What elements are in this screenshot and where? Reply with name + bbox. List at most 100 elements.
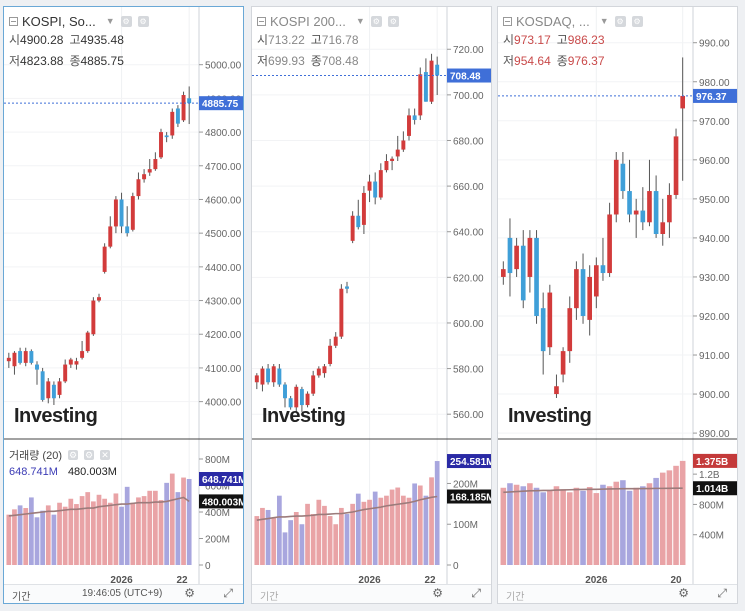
menu-icon[interactable] <box>503 16 512 26</box>
volume-ma-line <box>503 487 683 494</box>
last-price-label: 976.37 <box>696 92 727 103</box>
menu-icon[interactable] <box>257 16 266 26</box>
menu-icon[interactable] <box>9 16 18 26</box>
candle-body <box>23 351 28 363</box>
volume-bar <box>417 485 423 565</box>
gear-icon[interactable]: ⚙ <box>184 586 195 600</box>
candle-body <box>181 95 186 121</box>
gear-icon[interactable]: ⚙ <box>678 586 689 600</box>
volume-bar <box>527 483 533 565</box>
volume-tag <box>447 454 491 469</box>
volume-bar <box>400 495 406 565</box>
gear-icon[interactable]: ⚙ <box>83 450 94 460</box>
volume-bar <box>130 502 136 565</box>
candle-body <box>12 352 17 367</box>
symbol-title[interactable]: KOSPI, So... <box>22 13 96 29</box>
chart-header: KOSPI, So... ▼ ⚙ ⚙ 시4900.28 고4935.48 저4823… <box>9 12 189 72</box>
expand-icon[interactable]: ⤢ <box>223 586 233 600</box>
candle-body <box>108 226 113 247</box>
settings-icon[interactable]: ⚙ <box>67 450 78 460</box>
volume-bar <box>260 507 265 565</box>
expand-icon[interactable]: ⤢ <box>717 586 727 600</box>
gear-icon[interactable]: ⚙ <box>631 15 643 27</box>
volume-bar <box>633 487 639 565</box>
chart-panel-kosdaq[interactable]: 890.00 900.00 910.00 920.00 930.00 940.00 950.… <box>497 6 738 604</box>
candle-body <box>322 366 327 374</box>
candle-body <box>507 237 513 274</box>
chevron-down-icon[interactable]: ▼ <box>599 16 609 26</box>
volume-bar <box>265 509 271 565</box>
candle-body <box>350 215 355 241</box>
candle-body <box>299 389 304 406</box>
volume-bar <box>520 486 527 565</box>
candle-body <box>311 375 316 394</box>
candle-body <box>367 181 372 191</box>
gear-icon[interactable]: ⚙ <box>432 586 443 600</box>
settings-icon[interactable]: ⚙ <box>370 15 382 27</box>
volume-label[interactable]: 거래량 (20) <box>9 450 62 462</box>
candle-body <box>46 381 51 399</box>
y-tick-label: 900.00 <box>699 390 730 401</box>
y-tick-label: 960.00 <box>699 156 730 167</box>
period-button[interactable]: 기간 <box>12 592 31 603</box>
expand-icon[interactable]: ⤢ <box>471 586 481 600</box>
candle-body <box>560 351 566 375</box>
candle-body <box>85 332 90 352</box>
y-tick-label: 4600.00 <box>205 195 242 206</box>
high-label: 고 <box>556 33 568 47</box>
high-value: 4935.48 <box>80 33 124 47</box>
volume-bar <box>412 483 418 565</box>
settings-icon[interactable]: ⚙ <box>614 15 626 27</box>
candle-body <box>142 174 147 180</box>
volume-tag <box>199 472 243 487</box>
candle-body <box>339 288 344 337</box>
open-label: 시 <box>9 33 21 47</box>
investing-logo: Investing <box>262 405 346 427</box>
symbol-title[interactable]: KOSPI 200... <box>270 13 346 29</box>
open-label: 시 <box>503 33 515 47</box>
open-value: 713.22 <box>268 33 305 47</box>
chart-header: KOSPI 200... ▼ ⚙ ⚙ 시713.22 고716.78 저699.93… <box>257 12 437 72</box>
volume-bar <box>169 473 175 565</box>
period-button[interactable]: 기간 <box>260 592 279 603</box>
candle-body <box>175 108 180 124</box>
x-tick-label: 22 <box>424 575 436 586</box>
chevron-down-icon[interactable]: ▼ <box>105 16 115 26</box>
chart-canvas[interactable]: 890.00 900.00 910.00 920.00 930.00 940.00 950.… <box>498 7 738 604</box>
volume-legend: 거래량 (20) ⚙ ⚙ ✕ 648.741M 480.003M <box>9 448 189 478</box>
y-tick-label: 4800.00 <box>205 128 242 139</box>
low-label: 저 <box>503 54 515 68</box>
volume-bar <box>152 490 158 565</box>
chart-panel-kospi200[interactable]: 560.00 580.00 600.00 620.00 640.00 660.00 680.… <box>251 6 492 604</box>
settings-icon[interactable]: ⚙ <box>120 15 132 27</box>
x-tick-label: 20 <box>670 575 682 586</box>
chevron-down-icon[interactable]: ▼ <box>355 16 365 26</box>
volume-bar <box>533 487 540 565</box>
candle-body <box>680 95 686 109</box>
candle-body <box>361 192 366 225</box>
close-icon[interactable]: ✕ <box>99 450 110 460</box>
y-tick-label: 940.00 <box>699 234 730 245</box>
candle-body <box>567 308 573 352</box>
candle-body <box>254 375 259 383</box>
high-label: 고 <box>69 33 81 47</box>
candle-body <box>113 199 118 227</box>
volume-bar <box>613 481 620 565</box>
candle-body <box>316 368 321 376</box>
symbol-title[interactable]: KOSDAQ, ... <box>516 13 590 29</box>
y-tick-label: 720.00 <box>453 45 484 56</box>
candle-body <box>587 276 593 320</box>
volume-bar <box>79 496 85 565</box>
chart-panel-kospi[interactable]: 4000.00 4100.00 4200.00 4300.00 4400.00 4500.… <box>3 6 244 604</box>
volume-bar <box>45 505 51 565</box>
gear-icon[interactable]: ⚙ <box>137 15 149 27</box>
last-price-label: 708.48 <box>450 72 481 83</box>
volume-bar <box>679 460 686 565</box>
volume-tick-label: 0 <box>205 561 211 572</box>
chart-footer: 기간 19:46:05 (UTC+9) ⚙ ⤢ <box>4 584 243 603</box>
chart-canvas[interactable]: 4000.00 4100.00 4200.00 4300.00 4400.00 4500.… <box>4 7 244 604</box>
chart-canvas[interactable]: 560.00 580.00 600.00 620.00 640.00 660.00 680.… <box>252 7 492 604</box>
y-tick-label: 4000.00 <box>205 398 242 409</box>
gear-icon[interactable]: ⚙ <box>387 15 399 27</box>
period-button[interactable]: 기간 <box>506 592 525 603</box>
